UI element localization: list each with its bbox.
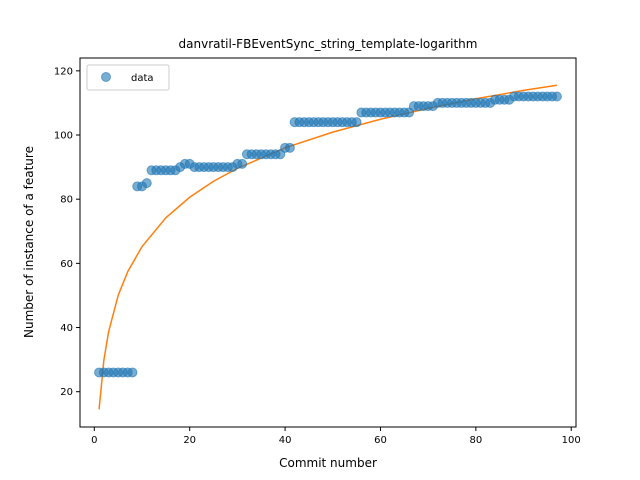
x-tick-label: 80 [469,435,482,446]
data-points-layer [94,91,562,378]
x-axis: 0 20 40 60 80 100 [91,427,581,446]
data-point [237,158,248,169]
data-point [127,367,138,378]
plot-area [80,58,576,427]
x-tick-label: 100 [562,435,581,446]
y-tick-label: 100 [54,131,73,142]
y-axis-label: Number of instance of a feature [22,146,36,338]
data-point [141,178,152,189]
plot-frame [79,57,577,428]
y-tick-label: 20 [60,387,73,398]
legend-marker-data [101,72,111,82]
y-tick-label: 40 [60,323,73,334]
data-point [551,91,562,102]
y-tick-label: 80 [60,195,73,206]
x-tick-label: 60 [374,435,387,446]
x-axis-label: Commit number [279,456,377,470]
chart-title: danvratil-FBEventSync_string_template-lo… [179,37,478,51]
legend-label-data: data [131,73,154,84]
y-tick-label: 60 [60,259,73,270]
y-axis: 20 40 60 80 100 120 [54,66,80,398]
legend-box [86,64,170,91]
data-point [351,117,362,128]
x-tick-label: 0 [91,435,97,446]
data-point [284,142,295,153]
x-tick-label: 20 [183,435,196,446]
x-tick-label: 40 [279,435,292,446]
legend: data [86,64,170,91]
y-tick-label: 120 [54,66,73,77]
